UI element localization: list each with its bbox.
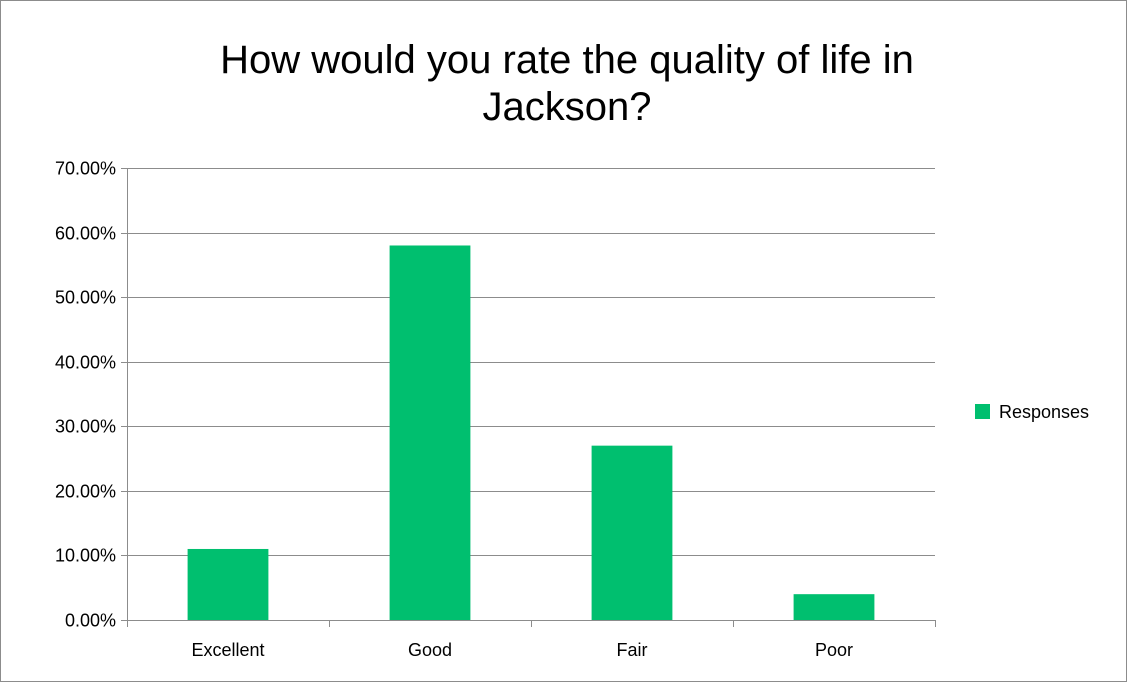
- x-axis-tick-labels: Excellent Good Fair Poor: [191, 640, 853, 660]
- bar-poor: [793, 594, 875, 620]
- bar-excellent: [187, 548, 269, 620]
- y-tick-label: 60.00%: [55, 224, 116, 244]
- y-tick-label: 10.00%: [55, 546, 116, 566]
- chart-title-line-2: Jackson?: [483, 85, 652, 129]
- x-tick-label: Good: [408, 640, 452, 660]
- y-tick-label: 40.00%: [55, 353, 116, 373]
- axes: [127, 168, 936, 627]
- legend-swatch-responses: [975, 404, 990, 419]
- legend-label-responses: Responses: [999, 402, 1089, 422]
- y-tick-label: 70.00%: [55, 159, 116, 179]
- chart-title: How would you rate the quality of life i…: [220, 38, 914, 129]
- y-axis-tick-labels: 0.00% 10.00% 20.00% 30.00% 40.00% 50.00% 60.00…: [55, 159, 116, 631]
- y-tick-label: 30.00%: [55, 417, 116, 437]
- chart-title-line-1: How would you rate the quality of life i…: [220, 38, 914, 82]
- y-tick-label: 20.00%: [55, 482, 116, 502]
- y-tick-label: 50.00%: [55, 288, 116, 308]
- x-tick-label: Fair: [617, 640, 648, 660]
- bars: [187, 245, 875, 620]
- legend: Responses: [975, 402, 1089, 422]
- bar-good: [389, 245, 471, 620]
- bar-fair: [591, 445, 673, 620]
- x-tick-label: Poor: [815, 640, 853, 660]
- y-tick-label: 0.00%: [65, 611, 116, 631]
- x-tick-label: Excellent: [191, 640, 264, 660]
